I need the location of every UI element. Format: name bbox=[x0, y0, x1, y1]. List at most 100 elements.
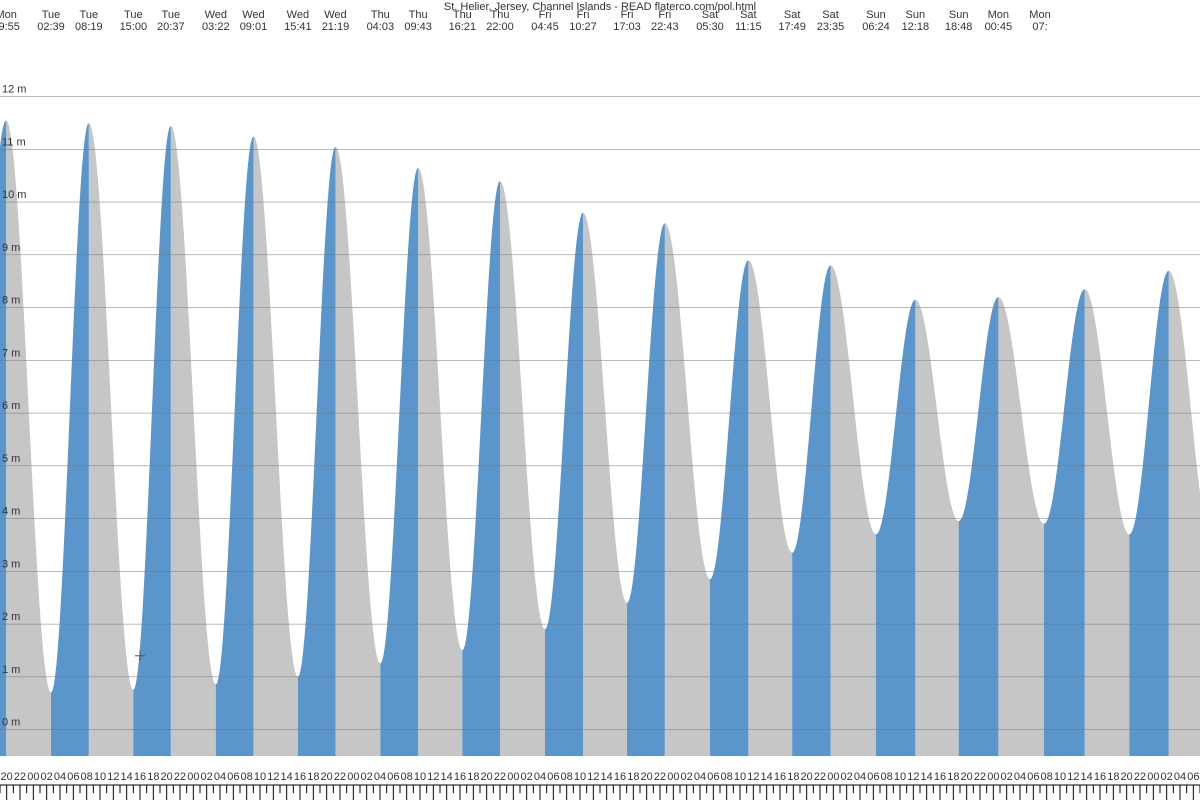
x-hour-label: 14 bbox=[1081, 771, 1093, 783]
event-time-label: 09:01 bbox=[240, 21, 268, 33]
y-axis-label: 3 m bbox=[2, 558, 20, 570]
x-hour-label: 20 bbox=[1, 771, 13, 783]
tide-chart: 0 m1 m2 m3 m4 m5 m6 m7 m8 m9 m10 m11 m12… bbox=[0, 0, 1200, 800]
x-hour-label: 12 bbox=[587, 771, 599, 783]
x-hour-label: 14 bbox=[601, 771, 613, 783]
event-time-label: 00:45 bbox=[985, 21, 1013, 33]
x-hour-label: 16 bbox=[294, 771, 306, 783]
event-day-label: Tue bbox=[124, 9, 143, 21]
x-hour-label: 12 bbox=[267, 771, 279, 783]
x-hour-label: 00 bbox=[27, 771, 39, 783]
event-time-label: 15:00 bbox=[120, 21, 148, 33]
event-time-label: 04:03 bbox=[367, 21, 395, 33]
event-time-label: 12:18 bbox=[902, 21, 930, 33]
x-hour-label: 04 bbox=[1014, 771, 1026, 783]
y-axis-label: 1 m bbox=[2, 664, 20, 676]
y-axis-label: 12 m bbox=[2, 84, 26, 96]
x-hour-label: 20 bbox=[961, 771, 973, 783]
x-hour-label: 08 bbox=[241, 771, 253, 783]
x-hour-label: 06 bbox=[387, 771, 399, 783]
x-hour-label: 06 bbox=[67, 771, 79, 783]
x-hour-label: 20 bbox=[481, 771, 493, 783]
x-hour-label: 02 bbox=[1161, 771, 1173, 783]
event-time-label: 19:55 bbox=[0, 21, 20, 33]
event-day-label: Wed bbox=[242, 9, 264, 21]
event-day-label: Sun bbox=[949, 9, 969, 21]
event-day-label: Fri bbox=[658, 9, 671, 21]
x-hour-label: 10 bbox=[414, 771, 426, 783]
x-hour-label: 12 bbox=[907, 771, 919, 783]
event-time-label: 04:45 bbox=[531, 21, 559, 33]
event-day-label: Sun bbox=[866, 9, 886, 21]
y-axis-label: 2 m bbox=[2, 611, 20, 623]
event-day-label: Mon bbox=[1029, 9, 1050, 21]
x-hour-label: 16 bbox=[134, 771, 146, 783]
event-time-label: 09:43 bbox=[404, 21, 432, 33]
event-day-label: Wed bbox=[324, 9, 346, 21]
x-hour-label: 10 bbox=[574, 771, 586, 783]
x-hour-label: 10 bbox=[94, 771, 106, 783]
event-time-label: 10:27 bbox=[569, 21, 597, 33]
event-day-label: Tue bbox=[80, 9, 99, 21]
x-hour-label: 06 bbox=[1027, 771, 1039, 783]
x-hour-label: 18 bbox=[947, 771, 959, 783]
y-axis-label: 8 m bbox=[2, 295, 20, 307]
x-hour-label: 22 bbox=[334, 771, 346, 783]
event-day-label: Mon bbox=[988, 9, 1009, 21]
event-day-label: Sat bbox=[702, 9, 719, 21]
event-day-label: Wed bbox=[287, 9, 309, 21]
event-day-label: Tue bbox=[162, 9, 181, 21]
x-hour-label: 22 bbox=[14, 771, 26, 783]
x-hour-label: 00 bbox=[827, 771, 839, 783]
x-hour-label: 08 bbox=[561, 771, 573, 783]
event-day-label: Fri bbox=[577, 9, 590, 21]
x-hour-label: 18 bbox=[307, 771, 319, 783]
x-hour-label: 04 bbox=[694, 771, 706, 783]
y-axis-label: 10 m bbox=[2, 189, 26, 201]
x-hour-label: 08 bbox=[401, 771, 413, 783]
x-hour-label: 10 bbox=[254, 771, 266, 783]
x-hour-label: 22 bbox=[814, 771, 826, 783]
x-hour-label: 20 bbox=[641, 771, 653, 783]
x-hour-label: 16 bbox=[934, 771, 946, 783]
x-hour-label: 22 bbox=[654, 771, 666, 783]
x-hour-label: 00 bbox=[987, 771, 999, 783]
x-hour-label: 00 bbox=[187, 771, 199, 783]
x-hour-label: 08 bbox=[81, 771, 93, 783]
x-hour-label: 22 bbox=[974, 771, 986, 783]
event-time-label: 17:49 bbox=[778, 21, 806, 33]
event-day-label: Mon bbox=[0, 9, 17, 21]
x-hour-label: 16 bbox=[454, 771, 466, 783]
x-hour-label: 00 bbox=[667, 771, 679, 783]
x-hour-label: 20 bbox=[161, 771, 173, 783]
x-hour-label: 22 bbox=[494, 771, 506, 783]
y-axis-label: 9 m bbox=[2, 242, 20, 254]
x-hour-label: 12 bbox=[1067, 771, 1079, 783]
x-hour-label: 16 bbox=[614, 771, 626, 783]
x-hour-label: 12 bbox=[747, 771, 759, 783]
event-day-label: Thu bbox=[453, 9, 472, 21]
x-hour-label: 02 bbox=[841, 771, 853, 783]
rising-half-cycle bbox=[0, 120, 6, 756]
event-day-label: Wed bbox=[205, 9, 227, 21]
event-day-label: Sun bbox=[906, 9, 926, 21]
x-hour-label: 08 bbox=[1041, 771, 1053, 783]
event-day-label: Sat bbox=[740, 9, 757, 21]
x-hour-label: 20 bbox=[1121, 771, 1133, 783]
y-axis-label: 6 m bbox=[2, 400, 20, 412]
x-hour-label: 06 bbox=[227, 771, 239, 783]
event-day-label: Fri bbox=[621, 9, 634, 21]
x-hour-label: 18 bbox=[1107, 771, 1119, 783]
y-axis-label: 5 m bbox=[2, 453, 20, 465]
event-time-label: 21:19 bbox=[322, 21, 350, 33]
event-day-label: Fri bbox=[539, 9, 552, 21]
event-time-label: 22:00 bbox=[486, 21, 514, 33]
x-hour-label: 06 bbox=[867, 771, 879, 783]
x-hour-label: 10 bbox=[894, 771, 906, 783]
event-day-label: Sat bbox=[784, 9, 801, 21]
x-hour-label: 14 bbox=[121, 771, 133, 783]
x-hour-label: 04 bbox=[1174, 771, 1186, 783]
x-hour-label: 02 bbox=[361, 771, 373, 783]
x-hour-label: 02 bbox=[201, 771, 213, 783]
x-hour-label: 06 bbox=[707, 771, 719, 783]
